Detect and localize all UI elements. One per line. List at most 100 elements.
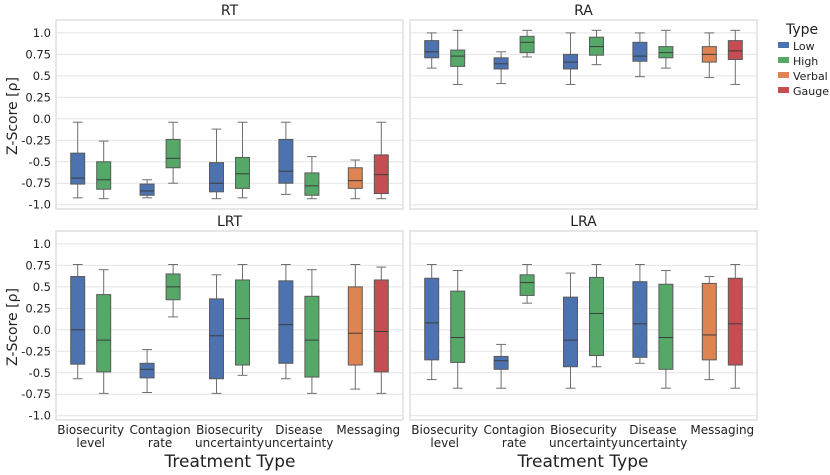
box-ra-3: [519, 29, 535, 58]
box-lrt-7: [304, 269, 320, 394]
panel-lra: LRABiosecuritylevelContagionrateBiosecur…: [409, 214, 758, 450]
box-body-high: [658, 283, 674, 370]
panels-layer: 1.0 0.75 0.5 0.25 0.0 -0.25 -0.5 -0.75 -1.0 RT RA 1…: [21, 3, 758, 450]
x-tick-label: Disease: [629, 423, 676, 437]
y-tick-label: -1.0: [29, 409, 51, 423]
box-rt-6: [278, 121, 294, 195]
legend-title: Type: [785, 22, 818, 38]
y-tick-label: 0.5: [33, 280, 51, 294]
box-body-low: [209, 298, 224, 380]
box-ra-9: [727, 29, 743, 85]
box-ra-6: [632, 32, 648, 78]
box-body-low: [70, 152, 86, 185]
y-axis-label-bottom: Z-Score [ρ]: [5, 288, 21, 366]
box-lrt-4: [209, 274, 224, 394]
box-body-high: [450, 49, 466, 67]
box-body-high: [235, 156, 250, 189]
x-axis-label-right: Treatment Type: [517, 452, 649, 472]
box-body-high: [450, 290, 466, 363]
y-tick-label: 0.25: [25, 90, 51, 104]
box-body-gauge: [727, 40, 743, 61]
legend-label-gauge: Gauge: [793, 85, 829, 98]
y-tick-label: 0.75: [25, 258, 51, 272]
y-axis-label-top: Z-Score [ρ]: [5, 77, 21, 155]
panel-rt: 1.0 0.75 0.5 0.25 0.0 -0.25 -0.5 -0.75 -1.0 RT: [21, 3, 404, 212]
box-lra-5: [589, 264, 604, 368]
box-body-low: [278, 138, 294, 184]
box-lra-8: [701, 276, 717, 381]
x-tick-label: level: [76, 436, 105, 450]
box-body-verbal: [347, 286, 363, 366]
box-lra-3: [519, 264, 535, 304]
box-body-high: [589, 276, 604, 357]
y-tick-label: 0.25: [25, 301, 51, 315]
box-body-low: [139, 183, 155, 196]
box-body-low: [139, 362, 155, 379]
x-tick-label: Biosecurity: [57, 423, 124, 437]
box-body-gauge: [727, 277, 743, 366]
box-lra-1: [450, 270, 466, 389]
y-tick-label: -0.5: [29, 155, 51, 169]
x-tick-label: Biosecurity: [411, 423, 478, 437]
x-tick-label: Disease: [275, 423, 322, 437]
x-tick-label: Contagion: [483, 423, 544, 437]
box-rt-1: [96, 140, 112, 200]
y-tick-label: 0.0: [33, 112, 51, 126]
panel-frame-rt: [55, 19, 404, 210]
box-lra-9: [727, 264, 743, 389]
x-tick-label: uncertainty: [549, 436, 618, 450]
box-lra-0: [424, 264, 440, 381]
box-body-verbal: [701, 282, 717, 361]
box-rt-7: [304, 156, 320, 200]
box-body-high: [519, 274, 535, 296]
box-body-low: [70, 276, 86, 365]
y-tick-label: -0.25: [21, 133, 51, 147]
box-lra-4: [563, 272, 578, 389]
panel-title-rt: RT: [221, 3, 239, 19]
y-tick-label: -1.0: [29, 198, 51, 212]
x-tick-label: rate: [502, 436, 526, 450]
box-rt-9: [373, 121, 389, 200]
box-lrt-3: [165, 264, 181, 318]
legend-swatch-verbal: [778, 72, 789, 78]
x-tick-label: uncertainty: [264, 436, 333, 450]
box-body-low: [632, 281, 648, 358]
panel-lrt: 1.0 0.75 0.5 0.25 0.0 -0.25 -0.5 -0.75 -1.0 LRT Bi…: [21, 214, 404, 450]
box-body-low: [632, 41, 648, 62]
box-lra-7: [658, 270, 674, 389]
y-tick-label: -0.75: [21, 387, 51, 401]
box-rt-4: [209, 128, 224, 200]
legend: Type Low High Verbal Gauge: [778, 22, 829, 98]
y-tick-label: 0.75: [25, 47, 51, 61]
box-rt-5: [235, 121, 250, 199]
y-tick-label: 1.0: [33, 237, 51, 251]
box-lrt-9: [373, 266, 389, 394]
x-tick-label: Messaging: [336, 423, 400, 437]
box-ra-0: [424, 32, 440, 69]
y-tick-label: 0.0: [33, 323, 51, 337]
x-tick-label: Contagion: [129, 423, 190, 437]
box-body-high: [96, 161, 112, 190]
box-body-high: [165, 138, 181, 169]
box-lra-2: [493, 343, 509, 389]
panel-title-lrt: LRT: [217, 214, 243, 230]
box-body-high: [96, 294, 112, 373]
box-rt-0: [70, 121, 86, 199]
legend-label-high: High: [793, 55, 818, 68]
box-body-low: [209, 162, 224, 193]
panel-title-ra: RA: [574, 3, 593, 19]
x-tick-label: uncertainty: [195, 436, 264, 450]
box-ra-8: [701, 32, 717, 79]
box-lrt-2: [139, 349, 155, 394]
legend-swatch-low: [778, 42, 789, 48]
box-rt-3: [165, 121, 181, 184]
box-lrt-1: [96, 269, 112, 394]
box-body-gauge: [373, 279, 389, 373]
x-tick-label: Messaging: [690, 423, 754, 437]
y-tick-label: 1.0: [33, 26, 51, 40]
box-body-high: [519, 35, 535, 54]
y-tick-label: -0.25: [21, 344, 51, 358]
y-tick-label: -0.75: [21, 176, 51, 190]
panel-ra: RA: [409, 3, 758, 210]
